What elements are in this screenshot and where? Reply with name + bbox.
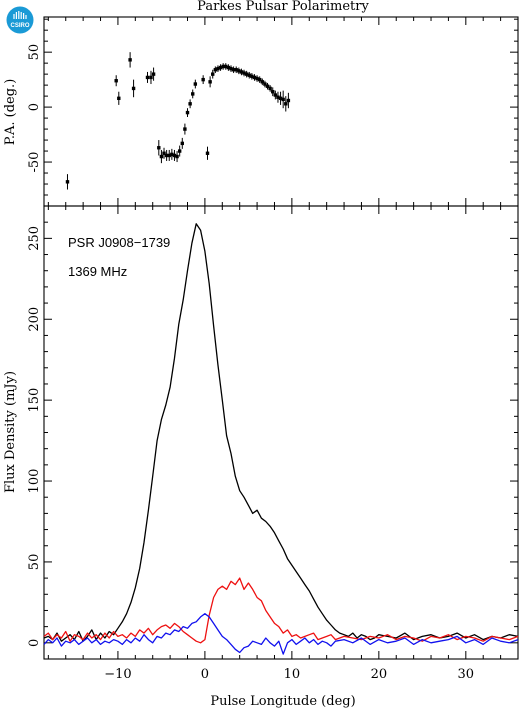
pa-point [149,75,153,80]
pa-point [252,75,257,80]
pa-data [65,52,291,190]
pa-point [257,77,262,82]
pa-point [185,110,190,115]
pa-point [273,93,278,97]
pa-point [65,180,70,184]
x-tick-label: 20 [371,667,388,682]
pa-point [263,82,267,86]
csiro-logo-bars-icon [13,11,27,19]
pa-point [151,72,156,76]
pa-point [237,69,241,73]
pa-point [167,153,171,158]
y-tick-label: 50 [27,44,42,61]
pa-point [205,151,210,155]
flux-x-axis-label: Pulse Longitude (deg) [210,694,355,709]
pa-point [234,68,238,72]
pa-panel-ticks [44,17,519,207]
pa-point [172,153,177,158]
pa-y-axis-label: P.A. (deg.) [3,79,18,146]
pa-point [208,80,212,84]
pa-point [286,98,291,103]
pa-point [131,86,136,91]
pa-point [271,90,275,94]
pa-point [229,66,233,71]
pa-point [281,97,285,102]
pa-point [188,102,192,106]
pa-point [128,58,132,62]
y-tick-label: 250 [27,226,42,251]
pa-point [201,77,205,82]
y-tick-label: 200 [27,307,42,332]
flux-panel-ticks [44,205,519,660]
pa-point [193,82,198,86]
pa-point [265,84,270,88]
pa-point [170,152,174,157]
pa-point [157,146,161,150]
pa-point [231,68,236,72]
pa-point [177,149,182,153]
y-tick-label: 0 [27,639,42,647]
pa-point [284,102,288,106]
csiro-logo-circle [6,6,34,34]
x-tick-label: 30 [458,667,475,682]
y-tick-label: 50 [27,554,42,571]
pa-point [278,96,283,101]
pa-point [211,72,215,76]
chart-title: Parkes Pulsar Polarimetry [197,0,369,14]
pa-panel: -50 0 50 P.A. (deg.) [3,16,519,207]
y-tick-label: 0 [27,103,42,111]
x-tick-label: 0 [201,667,209,682]
pa-point [213,68,218,72]
flux-x-tick-labels: −10 0 10 20 30 [104,667,474,682]
flux-data [43,223,519,655]
linear-polarization-line [43,577,519,644]
pulsar-name-annotation: PSR J0908−1739 [68,235,170,250]
pa-point [159,154,164,159]
pa-point [244,72,249,76]
pa-point [224,64,228,69]
pa-point [260,80,265,84]
pa-point [239,70,244,74]
frequency-annotation: 1369 MHz [68,264,127,279]
pa-point [221,64,225,69]
circular-polarization-line [43,613,519,655]
pa-point [183,127,187,131]
pa-point [164,153,169,158]
x-tick-label: −10 [104,667,131,682]
pa-panel-frame [43,16,519,207]
pa-point [255,76,259,81]
pa-point [216,66,220,71]
flux-y-axis-label: Flux Density (mJy) [3,371,18,493]
pa-point [242,71,246,75]
pa-point [145,75,150,80]
total-intensity-line [43,223,519,642]
pa-point [250,74,254,79]
flux-panel: 0 50 100 150 200 250 −10 0 10 20 30 Flux Density … [3,205,519,709]
pa-point [218,65,223,70]
csiro-logo-text: CSIRO [10,23,29,29]
pa-point [247,73,251,77]
y-tick-label: 150 [27,388,42,413]
flux-y-tick-labels: 0 50 100 150 200 250 [27,226,42,647]
pa-y-tick-labels: -50 0 50 [27,44,42,173]
csiro-logo: CSIRO [6,6,34,34]
y-tick-label: -50 [27,152,42,173]
pa-point [162,151,166,155]
pa-point [268,86,272,91]
y-tick-label: 100 [27,469,42,494]
pa-point [191,92,195,96]
x-tick-label: 10 [284,667,301,682]
pa-point [117,96,121,101]
pa-point [180,141,184,146]
pa-point [276,95,280,99]
pa-point [226,65,231,70]
pa-point [175,154,179,159]
pa-point [114,79,118,83]
